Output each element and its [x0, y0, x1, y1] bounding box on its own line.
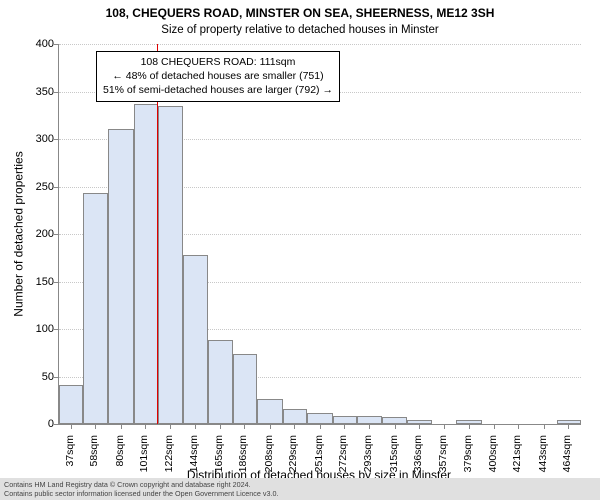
histogram-bar: [83, 193, 107, 424]
histogram-bar: [158, 106, 182, 424]
annotation-line-1: 108 CHEQUERS ROAD: 111sqm: [103, 55, 333, 69]
y-tick-label: 350: [14, 86, 54, 98]
x-tick-label: 165sqm: [213, 435, 225, 479]
x-tick-label: 400sqm: [487, 435, 499, 479]
x-tick-label: 58sqm: [88, 435, 100, 479]
histogram-bar: [382, 417, 408, 424]
x-tick: [419, 424, 420, 429]
y-tick-label: 0: [14, 418, 54, 430]
footer-attribution: Contains HM Land Registry data © Crown c…: [0, 478, 600, 500]
y-tick-label: 250: [14, 181, 54, 193]
y-tick-label: 400: [14, 38, 54, 50]
x-tick-label: 443sqm: [537, 435, 549, 479]
x-tick-label: 122sqm: [163, 435, 175, 479]
x-tick: [544, 424, 545, 429]
y-tick-label: 150: [14, 276, 54, 288]
footer-line-2: Contains public sector information licen…: [4, 489, 596, 498]
y-tick-label: 200: [14, 228, 54, 240]
x-tick: [220, 424, 221, 429]
y-tick: [54, 139, 59, 140]
histogram-bar: [208, 340, 232, 424]
y-tick: [54, 329, 59, 330]
y-tick-label: 300: [14, 133, 54, 145]
x-tick: [71, 424, 72, 429]
histogram-bar: [307, 413, 333, 424]
y-tick-label: 100: [14, 323, 54, 335]
x-tick-label: 315sqm: [388, 435, 400, 479]
x-tick: [444, 424, 445, 429]
x-tick: [369, 424, 370, 429]
x-tick-label: 272sqm: [337, 435, 349, 479]
x-tick-label: 421sqm: [511, 435, 523, 479]
x-tick-label: 379sqm: [462, 435, 474, 479]
x-tick: [270, 424, 271, 429]
chart-title-main: 108, CHEQUERS ROAD, MINSTER ON SEA, SHEE…: [0, 6, 600, 20]
histogram-bar: [108, 129, 134, 424]
y-tick: [54, 44, 59, 45]
histogram-bar: [283, 409, 307, 424]
x-tick: [518, 424, 519, 429]
histogram-bar: [59, 385, 83, 424]
x-tick-label: 357sqm: [437, 435, 449, 479]
y-tick: [54, 424, 59, 425]
x-tick-label: 251sqm: [313, 435, 325, 479]
x-tick: [494, 424, 495, 429]
histogram-bar: [333, 416, 357, 424]
x-tick: [469, 424, 470, 429]
chart-title-sub: Size of property relative to detached ho…: [0, 24, 600, 36]
histogram-bar: [134, 104, 158, 424]
histogram-bar: [233, 354, 257, 424]
annotation-box: 108 CHEQUERS ROAD: 111sqm← 48% of detach…: [96, 51, 340, 102]
x-tick: [145, 424, 146, 429]
footer-line-1: Contains HM Land Registry data © Crown c…: [4, 480, 596, 489]
x-tick-label: 186sqm: [237, 435, 249, 479]
x-tick-label: 336sqm: [412, 435, 424, 479]
x-tick-label: 464sqm: [561, 435, 573, 479]
y-tick: [54, 377, 59, 378]
chart-container: 108, CHEQUERS ROAD, MINSTER ON SEA, SHEE…: [0, 0, 600, 500]
x-tick-label: 144sqm: [188, 435, 200, 479]
x-tick: [320, 424, 321, 429]
x-tick: [170, 424, 171, 429]
histogram-bar: [357, 416, 381, 424]
x-tick: [568, 424, 569, 429]
y-tick: [54, 282, 59, 283]
x-tick-label: 229sqm: [287, 435, 299, 479]
annotation-line-3: 51% of semi-detached houses are larger (…: [103, 83, 333, 97]
x-tick: [195, 424, 196, 429]
y-tick: [54, 92, 59, 93]
y-tick: [54, 187, 59, 188]
histogram-bar: [257, 399, 283, 424]
x-tick-label: 208sqm: [263, 435, 275, 479]
x-tick: [395, 424, 396, 429]
x-tick: [95, 424, 96, 429]
x-tick-label: 293sqm: [362, 435, 374, 479]
x-tick: [121, 424, 122, 429]
x-tick: [244, 424, 245, 429]
gridline: [59, 44, 581, 45]
x-tick-label: 101sqm: [138, 435, 150, 479]
x-tick-label: 37sqm: [64, 435, 76, 479]
y-tick: [54, 234, 59, 235]
y-tick-label: 50: [14, 371, 54, 383]
x-tick: [344, 424, 345, 429]
x-tick: [294, 424, 295, 429]
x-tick-label: 80sqm: [114, 435, 126, 479]
annotation-line-2: ← 48% of detached houses are smaller (75…: [103, 69, 333, 83]
histogram-bar: [183, 255, 209, 424]
